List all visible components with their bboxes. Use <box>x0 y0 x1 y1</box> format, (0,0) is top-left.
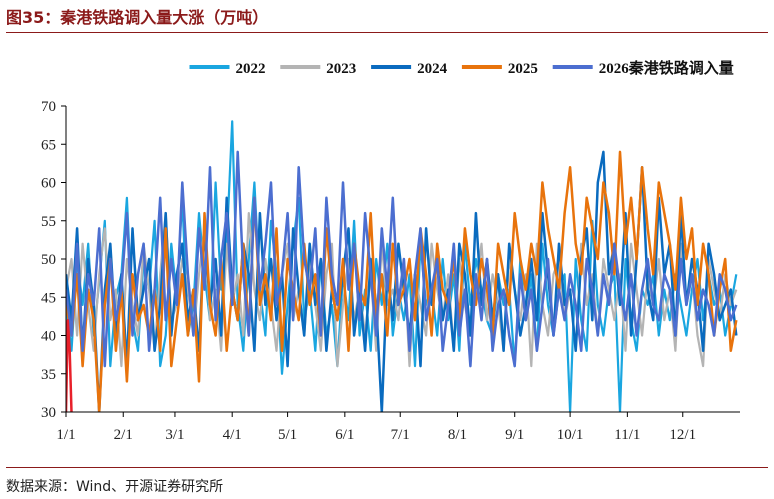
x-tick-label: 12/1 <box>669 427 696 443</box>
legend-label: 2025 <box>508 61 538 77</box>
y-tick-label: 40 <box>41 329 56 345</box>
x-tick-label: 9/1 <box>505 427 524 443</box>
x-tick-label: 11/1 <box>614 427 640 443</box>
chart-legend: 2022 2023 2024 2025 2026秦港铁路调入量 <box>189 59 734 77</box>
y-tick-label: 70 <box>41 99 56 115</box>
series-line-4 <box>66 150 738 412</box>
legend-label: 2026秦港铁路调入量 <box>599 59 734 77</box>
x-tick-label: 8/1 <box>448 427 467 443</box>
y-tick-label: 35 <box>41 367 56 383</box>
y-tick-label: 60 <box>41 176 56 192</box>
y-tick-label: 30 <box>41 405 56 421</box>
chart-axes: 30 35 40 45 50 55 60 65 70 1/1 2/1 3/1 4/1 5/1 6/1 7/1 8… <box>41 99 740 443</box>
x-tick-label: 5/1 <box>278 427 297 443</box>
x-tick-label: 10/1 <box>557 427 584 443</box>
legend-label: 2024 <box>417 61 448 77</box>
source-rule <box>6 467 768 468</box>
figure-title: 图35：秦港铁路调入量大涨（万吨） <box>6 8 269 27</box>
x-tick-label: 6/1 <box>335 427 354 443</box>
source-note: 数据来源：Wind、开源证券研究所 <box>6 479 224 495</box>
y-tick-label: 45 <box>41 290 56 306</box>
plot-area <box>66 120 738 412</box>
y-tick-label: 55 <box>41 214 56 230</box>
series-line-6 <box>66 318 73 412</box>
x-tick-label: 1/1 <box>56 427 75 443</box>
y-tick-label: 50 <box>41 252 56 268</box>
legend-label: 2022 <box>236 61 266 77</box>
x-tick-label: 7/1 <box>391 427 410 443</box>
x-tick-label: 2/1 <box>114 427 133 443</box>
legend-label: 2023 <box>326 61 356 77</box>
x-tick-label: 4/1 <box>223 427 242 443</box>
series-line-5 <box>66 150 738 368</box>
x-tick-label: 3/1 <box>165 427 184 443</box>
y-tick-label: 65 <box>41 137 56 153</box>
title-rule <box>6 32 768 33</box>
